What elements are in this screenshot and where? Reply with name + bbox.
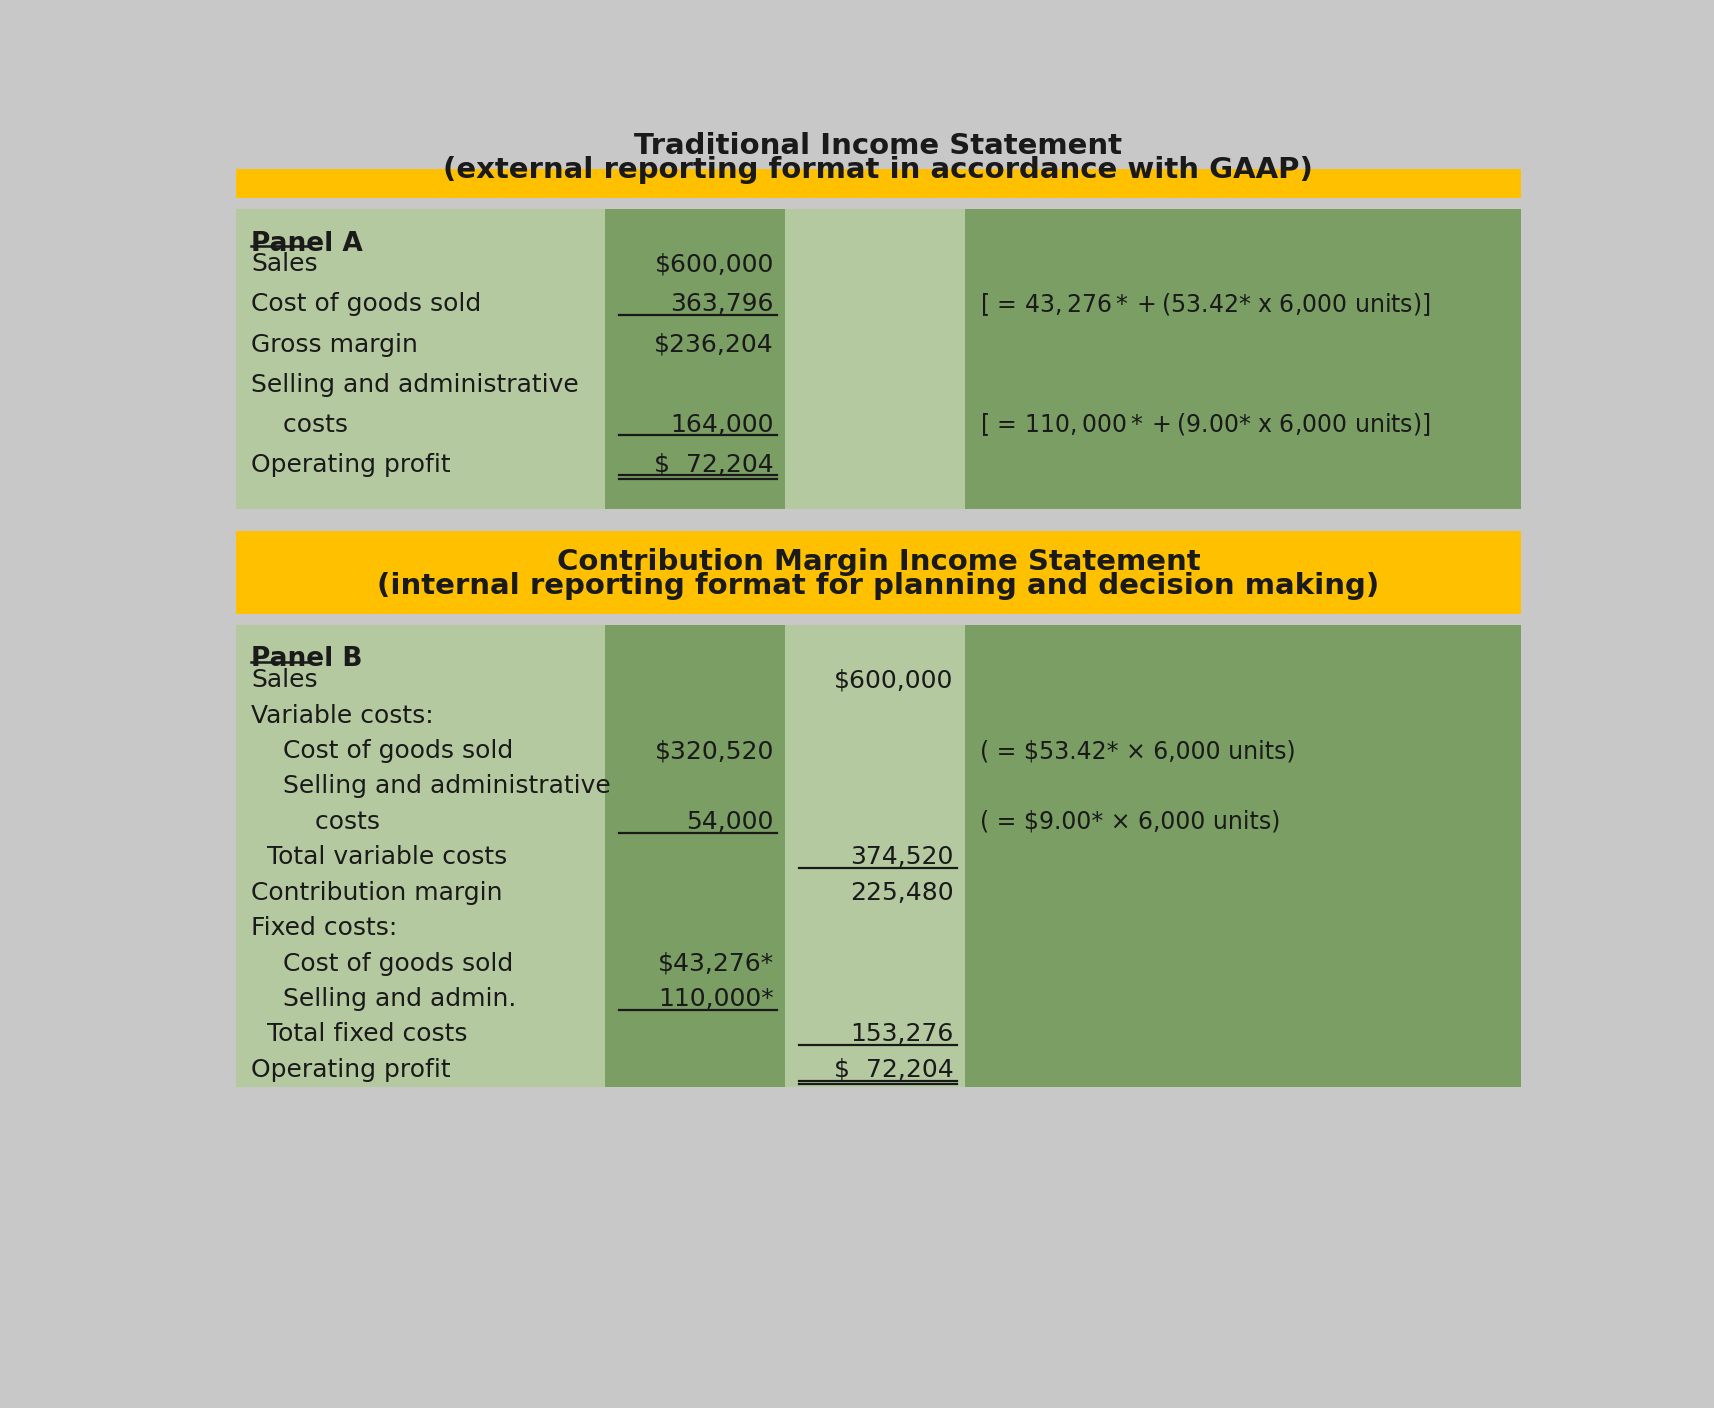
- Text: Total fixed costs: Total fixed costs: [252, 1022, 468, 1046]
- Text: 225,480: 225,480: [850, 881, 953, 905]
- Text: $600,000: $600,000: [835, 669, 953, 693]
- FancyBboxPatch shape: [237, 208, 605, 510]
- Text: Contribution margin: Contribution margin: [252, 881, 502, 905]
- FancyBboxPatch shape: [605, 208, 785, 510]
- FancyBboxPatch shape: [965, 625, 1520, 1087]
- Text: Total variable costs: Total variable costs: [252, 845, 507, 869]
- Text: $236,204: $236,204: [655, 332, 773, 356]
- Text: costs: costs: [252, 413, 348, 436]
- Text: Gross margin: Gross margin: [252, 332, 418, 356]
- Text: Variable costs:: Variable costs:: [252, 704, 434, 728]
- Text: 363,796: 363,796: [670, 293, 773, 317]
- FancyBboxPatch shape: [237, 531, 1520, 614]
- Text: Cost of goods sold: Cost of goods sold: [252, 293, 482, 317]
- Text: $  72,204: $ 72,204: [835, 1057, 953, 1081]
- FancyBboxPatch shape: [965, 208, 1520, 510]
- Text: 374,520: 374,520: [850, 845, 953, 869]
- Text: $600,000: $600,000: [655, 252, 773, 276]
- Text: (internal reporting format for planning and decision making): (internal reporting format for planning …: [377, 572, 1380, 600]
- Text: Cost of goods sold: Cost of goods sold: [252, 952, 514, 976]
- Text: Contribution Margin Income Statement: Contribution Margin Income Statement: [557, 548, 1200, 576]
- Text: Operating profit: Operating profit: [252, 452, 451, 477]
- Text: Cost of goods sold: Cost of goods sold: [252, 739, 514, 763]
- Text: ( = $9.00* × 6,000 units): ( = $9.00* × 6,000 units): [980, 810, 1280, 834]
- Text: Traditional Income Statement: Traditional Income Statement: [634, 132, 1123, 161]
- Text: Selling and administrative: Selling and administrative: [252, 373, 579, 397]
- FancyBboxPatch shape: [237, 625, 605, 1087]
- Text: [ = $110,000* + ($9.00* x 6,000 units)]: [ = $110,000* + ($9.00* x 6,000 units)]: [980, 411, 1431, 438]
- Text: Selling and administrative: Selling and administrative: [252, 774, 612, 798]
- FancyBboxPatch shape: [237, 115, 1520, 199]
- Text: 164,000: 164,000: [670, 413, 773, 436]
- Text: 54,000: 54,000: [686, 810, 773, 834]
- Text: (external reporting format in accordance with GAAP): (external reporting format in accordance…: [444, 156, 1313, 184]
- Text: Sales: Sales: [252, 669, 319, 693]
- Text: Panel A: Panel A: [252, 231, 363, 256]
- Text: $43,276*: $43,276*: [658, 952, 773, 976]
- Text: costs: costs: [252, 810, 381, 834]
- Text: Panel B: Panel B: [252, 646, 363, 673]
- Text: 153,276: 153,276: [850, 1022, 953, 1046]
- Text: $  72,204: $ 72,204: [655, 452, 773, 477]
- Text: [ = $43,276* + ($53.42* x 6,000 units)]: [ = $43,276* + ($53.42* x 6,000 units)]: [980, 291, 1431, 318]
- FancyBboxPatch shape: [605, 625, 785, 1087]
- FancyBboxPatch shape: [785, 208, 965, 510]
- Text: Fixed costs:: Fixed costs:: [252, 917, 398, 941]
- Text: Selling and admin.: Selling and admin.: [252, 987, 518, 1011]
- Text: Operating profit: Operating profit: [252, 1057, 451, 1081]
- Text: $320,520: $320,520: [655, 739, 773, 763]
- FancyBboxPatch shape: [785, 625, 965, 1087]
- Text: 110,000*: 110,000*: [658, 987, 773, 1011]
- Text: Sales: Sales: [252, 252, 319, 276]
- Text: ( = $53.42* × 6,000 units): ( = $53.42* × 6,000 units): [980, 739, 1296, 763]
